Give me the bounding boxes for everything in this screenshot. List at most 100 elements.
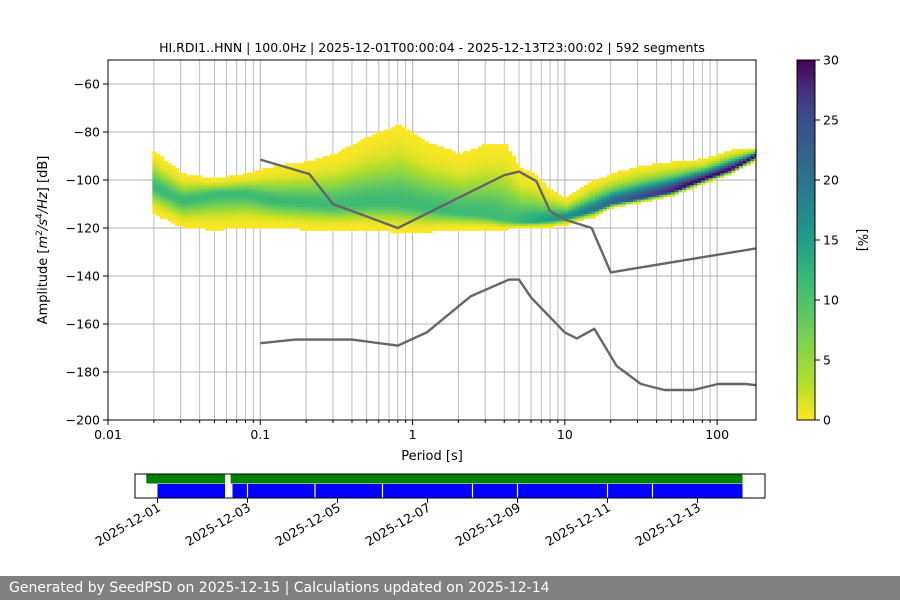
heatmap-cell	[470, 172, 475, 176]
heatmap-cell	[462, 196, 467, 200]
heatmap-cell	[451, 206, 456, 210]
heatmap-cell	[326, 216, 331, 219]
heatmap-cell	[265, 201, 271, 205]
heatmap-cell	[326, 206, 331, 210]
heatmap-cell	[527, 208, 532, 212]
heatmap-cell	[311, 187, 316, 190]
heatmap-cell	[163, 196, 168, 200]
heatmap-cell	[557, 223, 562, 226]
heatmap-cell	[557, 220, 562, 224]
heatmap-cell	[364, 156, 369, 159]
heatmap-cell	[553, 211, 558, 214]
heatmap-cell	[409, 134, 414, 138]
heatmap-cell	[409, 148, 414, 152]
heatmap-cell	[424, 223, 430, 226]
heatmap-cell	[322, 220, 327, 224]
heatmap-cell	[504, 151, 509, 154]
heatmap-cell	[455, 153, 460, 157]
heatmap-cell	[489, 184, 494, 188]
heatmap-cell	[489, 148, 494, 152]
heatmap-cell	[496, 158, 501, 162]
heatmap-cell	[315, 206, 320, 210]
heatmap-cell	[462, 216, 467, 219]
heatmap-cell	[394, 151, 399, 154]
heatmap-cell	[398, 204, 403, 207]
heatmap-cell	[402, 132, 407, 135]
heatmap-cell	[500, 223, 505, 226]
heatmap-cell	[455, 182, 460, 186]
heatmap-cell	[587, 194, 592, 198]
heatmap-cell	[439, 201, 445, 205]
heatmap-cell	[455, 218, 460, 222]
heatmap-cell	[428, 165, 433, 169]
heatmap-cell	[307, 165, 312, 169]
heatmap-cell	[171, 201, 176, 205]
heatmap-cell	[595, 187, 600, 190]
heatmap-cell	[390, 160, 395, 164]
heatmap-cell	[193, 187, 199, 190]
heatmap-cell	[175, 206, 180, 210]
heatmap-cell	[697, 182, 702, 186]
heatmap-cell	[337, 172, 342, 176]
heatmap-cell	[727, 153, 732, 157]
heatmap-cell	[156, 153, 161, 157]
heatmap-cell	[193, 208, 199, 212]
heatmap-cell	[364, 148, 369, 152]
heatmap-cell	[663, 194, 668, 198]
heatmap-cell	[209, 211, 214, 214]
heatmap-cell	[394, 216, 399, 219]
heatmap-cell	[364, 192, 369, 195]
heatmap-cell	[228, 180, 233, 183]
heatmap-cell	[527, 223, 532, 226]
heatmap-cell	[466, 165, 471, 169]
heatmap-cell	[231, 211, 236, 214]
heatmap-cell	[386, 148, 392, 152]
heatmap-cell	[436, 177, 441, 181]
heatmap-cell	[640, 168, 645, 171]
heatmap-cell	[723, 172, 729, 176]
heatmap-cell	[349, 225, 354, 229]
heatmap-cell	[220, 187, 225, 190]
heatmap-cell	[458, 177, 464, 181]
heatmap-cell	[485, 148, 490, 152]
heatmap-cell	[159, 165, 165, 169]
heatmap-cell	[610, 199, 615, 202]
heatmap-cell	[500, 148, 505, 152]
heatmap-cell	[455, 187, 460, 190]
heatmap-cell	[368, 204, 373, 207]
heatmap-cell	[685, 172, 691, 176]
heatmap-cell	[693, 175, 698, 178]
heatmap-cell	[239, 211, 244, 214]
heatmap-cell	[413, 146, 418, 150]
heatmap-cell	[447, 170, 452, 174]
heatmap-cell	[428, 218, 433, 222]
heatmap-cell	[201, 204, 206, 207]
heatmap-cell	[417, 146, 422, 150]
heatmap-cell	[496, 208, 501, 212]
heatmap-cell	[405, 187, 411, 190]
heatmap-cell	[197, 211, 202, 214]
heatmap-cell	[663, 165, 668, 169]
heatmap-cell	[303, 165, 308, 169]
heatmap-cell	[424, 151, 430, 154]
heatmap-cell	[439, 158, 445, 162]
heatmap-cell	[390, 144, 395, 147]
heatmap-cell	[220, 204, 225, 207]
heatmap-cell	[277, 199, 282, 202]
heatmap-cell	[568, 218, 573, 222]
heatmap-cell	[455, 213, 460, 217]
heatmap-cell	[311, 170, 316, 174]
heatmap-cell	[458, 163, 464, 166]
heatmap-cell	[292, 189, 297, 193]
heatmap-cell	[674, 163, 679, 166]
heatmap-cell	[277, 180, 282, 183]
heatmap-cell	[644, 170, 649, 174]
heatmap-cell	[277, 206, 282, 210]
heatmap-cell	[360, 168, 365, 171]
heatmap-cell	[405, 165, 411, 169]
heatmap-cell	[186, 213, 191, 217]
heatmap-cell	[398, 184, 403, 188]
heatmap-cell	[288, 208, 293, 212]
heatmap-cell	[428, 199, 433, 202]
